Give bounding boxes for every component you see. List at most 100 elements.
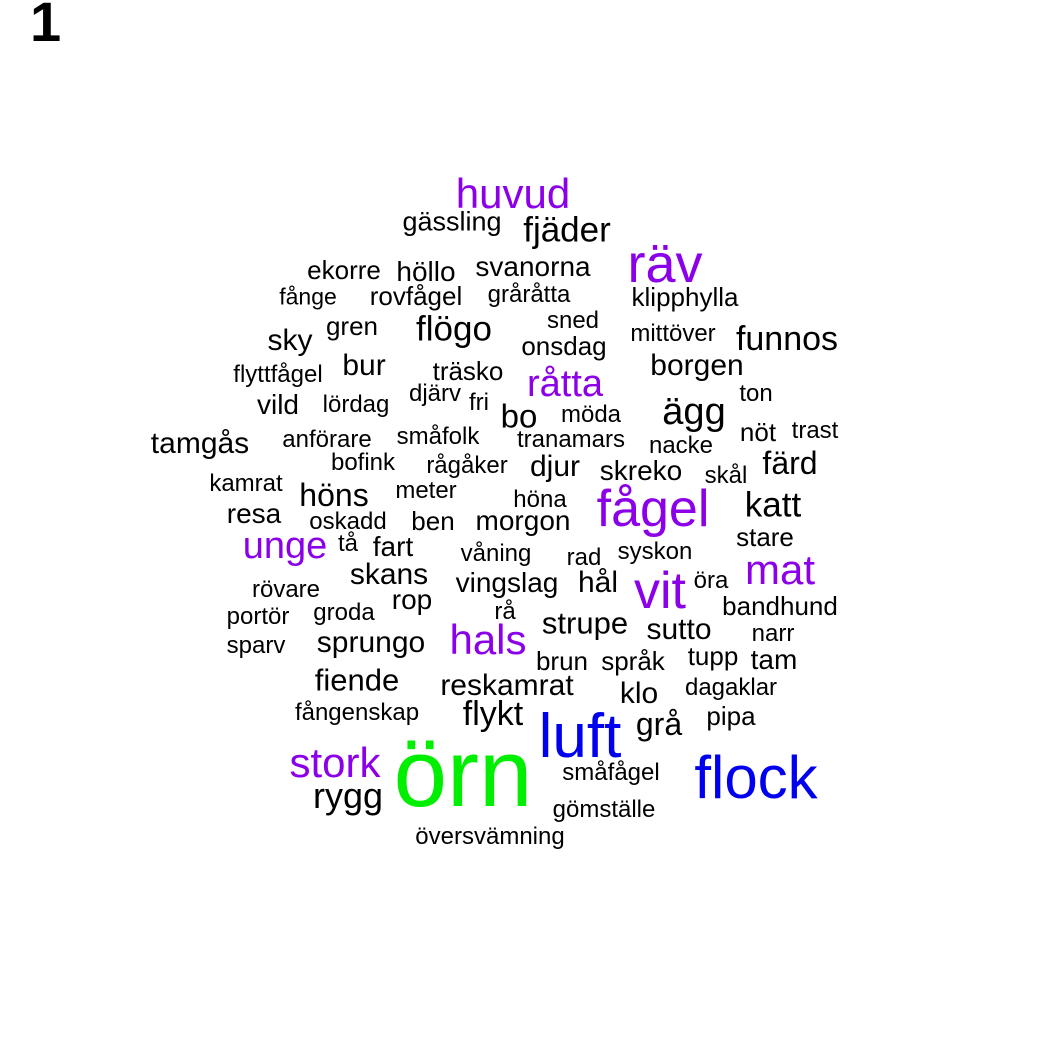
word-hona: höna [513,486,567,513]
word-borgen: borgen [650,349,744,382]
word-skans: skans [349,558,429,591]
word-rop: rop [391,584,433,615]
word-smafolk: småfolk [396,423,480,450]
word-tupp: tupp [687,641,739,671]
word-moda: möda [560,401,622,428]
word-fjader: fjäder [523,210,611,250]
word-fagel: fågel [596,480,710,538]
word-pipa: pipa [706,701,756,731]
word-syskon: syskon [617,538,693,565]
word-hal: hål [577,566,619,599]
word-ratta: råtta [526,363,604,405]
word-rygg: rygg [312,775,384,816]
word-stork: stork [289,739,381,786]
word-gra: grå [635,706,683,742]
word-stare: stare [736,522,794,552]
word-not: nöt [739,417,777,447]
word-trasko: träsko [432,356,504,386]
word-groda: groda [313,599,375,626]
word-rav: räv [627,234,703,294]
word-graratta: gråråtta [487,281,571,308]
word-oskadd: oskadd [309,508,387,535]
word-dagaklar: dagaklar [684,674,778,701]
word-tam: tam [750,644,798,675]
word-djarv: djärv [408,380,462,407]
word-hons: höns [299,477,369,513]
word-fangenskap: fångenskap [294,699,420,726]
word-sky: sky [267,324,313,357]
word-klo: klo [619,677,659,710]
word-funnos: funnos [735,320,839,358]
word-nacke: nacke [648,432,714,459]
word-rovfagel: rovfågel [369,281,463,311]
word-strupe: strupe [541,605,629,641]
word-djur: djur [529,450,581,483]
word-sutto: sutto [646,613,712,646]
word-sprak: språk [601,646,665,676]
word-sned: sned [546,307,600,334]
word-smafagel: småfågel [562,759,660,786]
word-agg: ägg [662,391,726,433]
word-fange: fånge [279,283,337,310]
word-trast: trast [791,417,839,444]
word-brun: brun [535,646,589,676]
word-unge: unge [242,525,328,567]
word-narr: narr [751,620,795,647]
word-vit: vit [634,562,686,620]
word-fard: färd [762,445,818,481]
word-fri: fri [469,389,489,416]
word-kamrat: kamrat [209,470,283,497]
word-rad: rad [566,544,602,571]
word-tranamars: tranamars [516,426,626,453]
word-svanorna: svanorna [475,251,591,282]
word-hals: hals [449,616,527,663]
word-fart: fart [372,531,414,562]
word-sparv: sparv [226,632,286,659]
word-katt: katt [744,485,802,525]
word-bofink: bofink [330,449,396,476]
word-onsdag: onsdag [521,331,607,361]
word-orn: örn [393,720,533,827]
word-bur: bur [342,349,386,382]
word-meter: meter [395,477,457,504]
word-lordag: lördag [322,391,390,418]
word-skal: skål [704,462,748,489]
word-klipphylla: klipphylla [631,282,739,312]
panel-label: 1 [30,0,62,53]
word-skreko: skreko [599,455,683,486]
word-bo: bo [500,397,538,435]
word-portor: portör [226,603,290,630]
word-flyttfagel: flyttfågel [233,361,323,388]
word-resa: resa [226,498,282,529]
word-flock: flock [694,744,818,811]
word-ta: tå [337,530,359,557]
word-luft: luft [538,702,622,771]
word-mittover: mittöver [630,320,716,347]
word-huvud: huvud [455,170,571,217]
word-flogo: flögo [416,309,492,349]
word-bandhund: bandhund [722,591,838,621]
word-ra: rå [494,598,516,625]
word-morgon: morgon [475,505,571,536]
word-ragaker: rågåker [426,452,508,479]
word-vingslag: vingslag [455,567,559,598]
word-hollo: höllo [396,256,456,287]
word-vild: vild [256,389,300,420]
word-oversvamning: översvämning [415,823,565,850]
word-mat: mat [744,546,816,593]
word-fiende: fiende [314,662,400,698]
word-vaning: våning [460,540,532,567]
word-reskamrat: reskamrat [440,669,574,702]
word-gassling: gässling [402,206,502,237]
word-anforare: anförare [282,426,372,453]
word-ben: ben [411,506,455,536]
word-sprungo: sprungo [316,626,426,659]
word-ekorre: ekorre [307,255,381,285]
word-tamgas: tamgås [150,427,250,460]
word-rovare: rövare [251,576,321,603]
word-gren: gren [325,311,379,341]
word-flykt: flykt [462,695,524,733]
word-ora: öra [693,567,729,594]
word-ton: ton [739,380,773,407]
